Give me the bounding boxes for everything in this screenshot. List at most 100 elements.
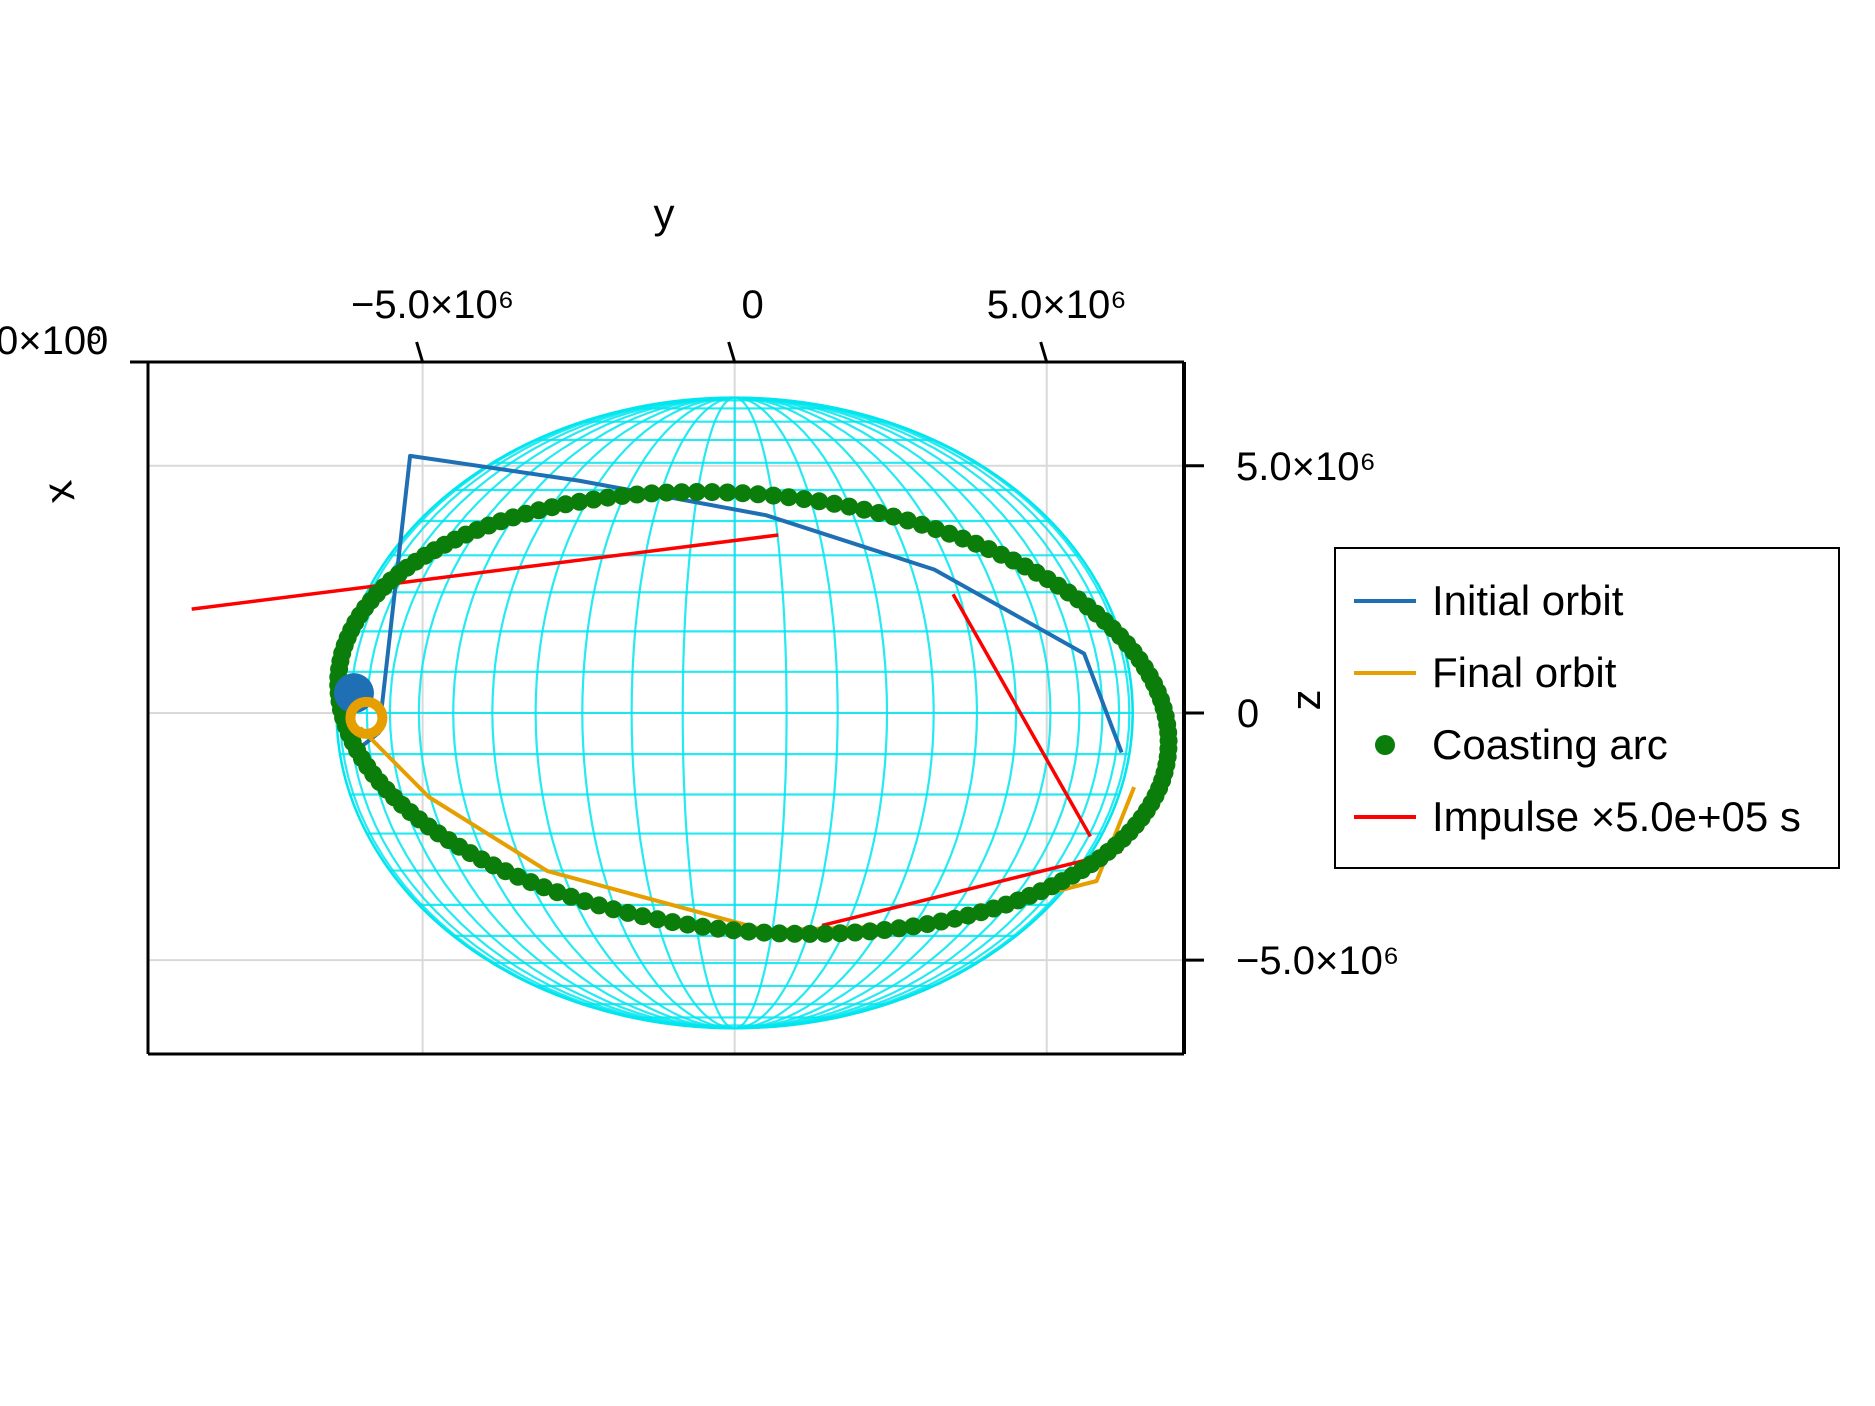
sphere-meridian-15 [581, 396, 735, 1030]
sphere-meridian-13 [681, 396, 735, 1030]
coasting-arc-point-40 [825, 494, 844, 513]
tick-label-z-2: −5.0×10⁶ [1236, 939, 1399, 983]
coasting-arc-point-58 [556, 495, 575, 514]
legend-label-final-orbit: Final orbit [1432, 649, 1617, 696]
coasting-arc-point-128 [709, 919, 728, 938]
coasting-arc-point-47 [718, 483, 737, 502]
tick-label-z-1: 0 [1237, 692, 1259, 736]
impulse-segment-1 [951, 593, 1092, 838]
coasting-arc-point-139 [875, 921, 894, 939]
coasting-arc-point-46 [733, 484, 752, 503]
z-axis-label: z [1282, 690, 1329, 711]
coasting-arc-point-43 [779, 488, 798, 507]
sphere-meridian-4 [734, 396, 1081, 1030]
legend-entry-initial-orbit: Initial orbit [1354, 577, 1624, 624]
tick-mark-y-2 [1039, 341, 1049, 363]
sphere-meridian-16 [534, 396, 735, 1030]
coasting-arc-point-118 [562, 887, 580, 906]
coasting-arc-point-54 [613, 486, 632, 505]
tick-label-y-2: 5.0×10⁶ [987, 283, 1127, 327]
coasting-arc-point-126 [678, 915, 697, 934]
coasting-arc-point-143 [932, 912, 951, 931]
sphere-meridian-14 [630, 396, 735, 1030]
sphere-meridian-6 [734, 396, 1018, 1030]
coasting-arc-point-127 [693, 917, 712, 936]
tick-mark-y-1 [727, 341, 737, 363]
x-axis-label: x [34, 478, 84, 507]
coasting-arc-point-52 [642, 484, 661, 503]
tick-label-z-0: 5.0×10⁶ [1236, 445, 1376, 489]
sphere-meridian-5 [734, 396, 1052, 1030]
coasting-arc-point-138 [860, 922, 879, 941]
sphere-meridian-10 [734, 396, 839, 1030]
sphere-meridian-19 [417, 396, 735, 1030]
coasting-arc-point-131 [755, 923, 774, 942]
coasting-arc-point-50 [672, 483, 691, 502]
legend-box [1334, 547, 1840, 869]
sphere-meridian-20 [388, 396, 735, 1030]
legend-label-coasting-arc: Coasting arc [1432, 721, 1668, 768]
coasting-arc-point-134 [800, 924, 819, 943]
coasting-arc-point-39 [840, 497, 859, 516]
axes-frame [130, 360, 1186, 1056]
coasting-arc-point-53 [627, 485, 646, 504]
sphere-meridian-7 [734, 396, 979, 1030]
coasting-arc-point-122 [618, 903, 637, 922]
coasting-arc-point-38 [855, 500, 874, 519]
coasting-arc-point-137 [846, 923, 865, 942]
earth-wireframe-sphere [335, 396, 1134, 1030]
coasting-arc-point-140 [890, 919, 908, 938]
tick-label-y-1: 0 [742, 283, 764, 327]
coasting-arc-point-132 [770, 924, 789, 943]
coasting-arc-point-125 [663, 913, 682, 932]
coasting-arc-point-35 [898, 511, 917, 530]
coasting-arc-point-124 [648, 910, 667, 929]
coasting-arc-point-42 [795, 490, 813, 509]
sphere-meridian-11 [734, 396, 788, 1030]
coasting-arc-point-32 [940, 524, 959, 543]
coasting-arc-point-36 [884, 507, 903, 526]
coasting-arc-point-169 [1155, 763, 1174, 782]
coasting-arc-point-121 [604, 900, 623, 919]
coasting-arc-point-130 [739, 922, 758, 941]
coasting-arc-point-135 [816, 924, 835, 943]
coasting-arc-point-45 [749, 485, 767, 504]
impulse-segment-2 [821, 849, 1123, 928]
coasting-arc-point-133 [785, 924, 804, 943]
sphere-meridian-18 [452, 396, 735, 1030]
coasting-arc-point-44 [764, 486, 783, 505]
coasting-arc-point-34 [912, 515, 931, 534]
x-tick-label-overlap-b: 0 [86, 319, 108, 363]
x-tick-label-overlap-a: 0×10⁶ [0, 319, 103, 363]
legend-entry-coasting-arc: Coasting arc [1375, 721, 1668, 768]
coasting-arc-point-48 [703, 483, 722, 502]
coasting-arc-point-117 [548, 883, 567, 902]
sphere-meridian-3 [734, 396, 1104, 1030]
legend: Initial orbit Final orbit Coasting arc I… [1334, 547, 1840, 869]
legend-swatch-coasting-arc [1375, 735, 1395, 755]
orbit-position-marker-1 [345, 696, 388, 739]
coasting-arc-point-119 [575, 892, 594, 911]
sphere-meridian-8 [734, 396, 935, 1030]
y-axis-label: y [654, 190, 675, 237]
coasting-arc-point-129 [724, 921, 743, 940]
legend-entry-final-orbit: Final orbit [1354, 649, 1617, 696]
sphere-meridian-21 [365, 396, 735, 1030]
coasting-arc-point-123 [633, 907, 652, 926]
coasting-arc-point-136 [831, 924, 850, 943]
legend-label-initial-orbit: Initial orbit [1432, 577, 1624, 624]
legend-label-impulse: Impulse ×5.0e+05 s [1432, 793, 1801, 840]
tick-label-y-0: −5.0×10⁶ [351, 283, 514, 327]
tick-layer: −5.0×10⁶ 0 5.0×10⁶ 5.0×10⁶ 0 −5.0×10⁶ [351, 283, 1399, 983]
legend-entry-impulse: Impulse ×5.0e+05 s [1354, 793, 1801, 840]
tick-mark-y-0 [415, 341, 425, 363]
coasting-arc-point-142 [918, 915, 937, 934]
coasting-arc-point-49 [687, 483, 706, 501]
coasting-arc-point-57 [570, 492, 589, 511]
coasting-arc-point-37 [869, 504, 888, 522]
coasting-arc-point-33 [926, 520, 945, 539]
coasting-arc-point-120 [590, 896, 608, 915]
coasting-arc-markers [329, 483, 1178, 943]
sphere-meridian-9 [734, 396, 889, 1030]
